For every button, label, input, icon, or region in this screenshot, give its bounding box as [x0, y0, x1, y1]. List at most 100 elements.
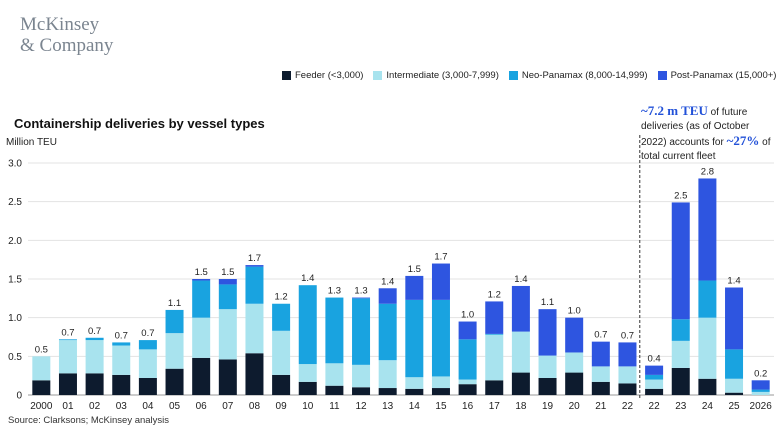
- bar-segment-post-panamax: [218, 279, 237, 285]
- x-tick-label: 13: [382, 401, 394, 412]
- x-tick-label: 24: [702, 401, 714, 412]
- total-value-label: 1.5: [221, 267, 234, 278]
- bar-segment-feeder: [85, 373, 104, 395]
- x-tick-label: 16: [462, 401, 474, 412]
- total-value-label: 1.7: [248, 253, 261, 264]
- bar-segment-feeder: [272, 374, 291, 395]
- bar-segment-post-panamax: [378, 288, 397, 304]
- bar-segment-feeder: [431, 388, 450, 395]
- bar-segment-neo-panamax: [85, 337, 104, 341]
- bar-segment-intermediate: [458, 379, 477, 385]
- x-tick-label: 19: [542, 401, 554, 412]
- bar-segment-neo-panamax: [458, 339, 477, 380]
- x-tick-label: 09: [276, 401, 288, 412]
- annotation-text-2: of total current fleet: [641, 137, 771, 162]
- bar-segment-post-panamax: [458, 321, 477, 340]
- bar-segment-feeder: [378, 388, 397, 395]
- legend-label-intermediate: Intermediate (3,000-7,999): [386, 70, 499, 81]
- bar-segment-neo-panamax: [165, 309, 184, 334]
- bar-segment-intermediate: [485, 334, 504, 381]
- total-value-label: 1.0: [568, 306, 581, 317]
- legend-swatch-feeder: [282, 71, 291, 80]
- logo-line-2: & Company: [20, 35, 114, 56]
- x-tick-label: 22: [649, 401, 661, 412]
- total-value-label: 1.4: [381, 276, 394, 287]
- legend-swatch-post-panamax: [657, 71, 667, 80]
- bar-segment-post-panamax: [725, 287, 744, 350]
- bar-segment-neo-panamax: [298, 285, 317, 365]
- y-tick-label: 2.5: [8, 197, 22, 208]
- bar-segment-feeder: [725, 392, 744, 395]
- total-value-label: 2.8: [701, 166, 714, 177]
- total-value-label: 2.5: [674, 190, 687, 201]
- total-value-label: 1.5: [408, 264, 421, 275]
- bar-segment-intermediate: [192, 317, 211, 358]
- x-tick-label: 04: [142, 401, 154, 412]
- bar-segment-neo-panamax: [218, 284, 237, 310]
- bar-segment-neo-panamax: [272, 303, 291, 331]
- legend-swatch-neo-panamax: [508, 71, 518, 80]
- total-value-label: 0.2: [754, 368, 767, 379]
- bar-segment-intermediate: [32, 356, 51, 381]
- total-value-label: 0.7: [141, 328, 154, 339]
- bar-segment-intermediate: [85, 340, 104, 374]
- total-value-label: 1.3: [354, 286, 367, 297]
- bar-segment-intermediate: [165, 333, 184, 369]
- bar-segment-feeder: [458, 384, 477, 395]
- legend-item-post-panamax: Post-Panamax (15,000+): [657, 70, 776, 81]
- bar-segment-post-panamax: [618, 342, 637, 367]
- bar-segment-feeder: [511, 372, 530, 395]
- bar-segment-neo-panamax: [378, 303, 397, 361]
- bar-segment-feeder: [218, 359, 237, 395]
- bar-segment-post-panamax: [645, 365, 664, 375]
- legend-label-neo-panamax: Neo-Panamax (8,000-14,999): [521, 70, 648, 81]
- total-value-label: 0.7: [594, 330, 607, 341]
- bar-segment-neo-panamax: [245, 266, 264, 304]
- x-tick-label: 14: [409, 401, 421, 412]
- y-tick-label: 2.0: [8, 236, 22, 247]
- annotation-teu-highlight: ~7.2 m TEU: [641, 103, 708, 118]
- bar-segment-feeder: [298, 381, 317, 395]
- chart-legend: Feeder (<3,000) Intermediate (3,000-7,99…: [282, 70, 776, 81]
- chart-title: Containership deliveries by vessel types: [14, 116, 265, 131]
- bar-segment-feeder: [245, 353, 264, 395]
- source-note: Source: Clarksons; McKinsey analysis: [8, 415, 170, 426]
- bar-segment-feeder: [645, 388, 664, 395]
- bar-segment-intermediate: [565, 352, 584, 373]
- bar-segment-post-panamax: [538, 309, 557, 356]
- bar-segment-intermediate: [58, 340, 77, 374]
- bar-segment-feeder: [698, 378, 717, 395]
- bar-segment-intermediate: [511, 331, 530, 373]
- bar-segment-neo-panamax: [112, 342, 131, 346]
- x-tick-label: 05: [169, 401, 181, 412]
- legend-label-feeder: Feeder (<3,000): [295, 70, 364, 81]
- bar-segment-feeder: [671, 367, 690, 395]
- bar-segment-post-panamax: [511, 285, 530, 332]
- bar-segment-feeder: [618, 383, 637, 395]
- bar-segment-post-panamax: [698, 178, 717, 281]
- bar-segment-intermediate: [645, 379, 664, 389]
- bar-segment-intermediate: [218, 309, 237, 360]
- mckinsey-logo: McKinsey & Company: [20, 14, 113, 56]
- x-tick-label: 10: [302, 401, 314, 412]
- total-value-label: 0.4: [647, 354, 660, 365]
- legend-item-feeder: Feeder (<3,000): [282, 70, 363, 81]
- total-value-label: 1.7: [434, 252, 447, 263]
- bar-segment-feeder: [405, 388, 424, 395]
- bar-segment-neo-panamax: [138, 340, 157, 350]
- bar-segment-post-panamax: [245, 265, 264, 267]
- bar-segment-feeder: [538, 377, 557, 395]
- total-value-label: 1.2: [274, 292, 287, 303]
- x-tick-label: 07: [222, 401, 234, 412]
- bar-segment-neo-panamax: [192, 280, 211, 318]
- total-value-label: 0.7: [115, 330, 128, 341]
- x-tick-label: 18: [515, 401, 527, 412]
- bar-segment-intermediate: [725, 378, 744, 393]
- bar-segment-feeder: [325, 385, 344, 395]
- logo-line-1: McKinsey: [20, 14, 100, 35]
- bar-segment-neo-panamax: [751, 389, 770, 392]
- bar-segment-feeder: [352, 387, 371, 395]
- bar-segment-neo-panamax: [671, 319, 690, 341]
- bar-segment-intermediate: [751, 391, 770, 395]
- x-tick-label: 23: [675, 401, 687, 412]
